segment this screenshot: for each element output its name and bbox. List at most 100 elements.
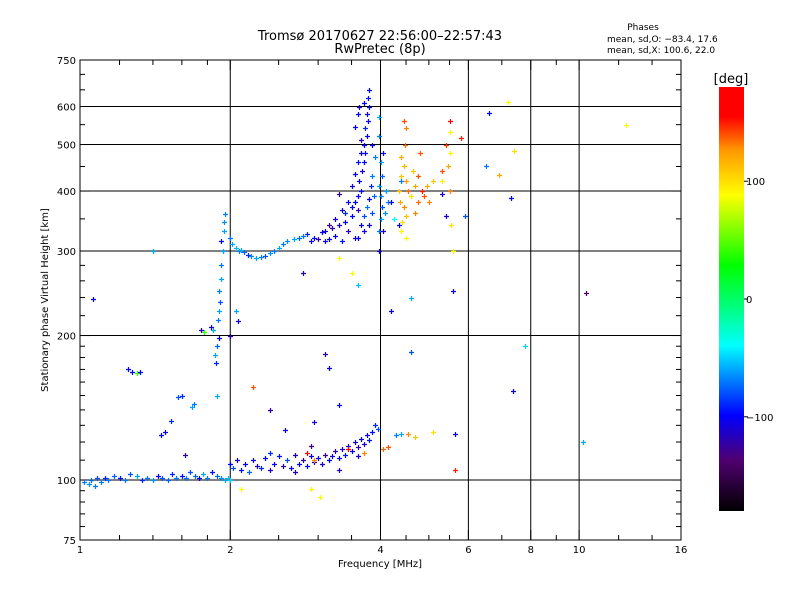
data-point (213, 353, 218, 358)
data-point (440, 179, 445, 184)
plot-frame (79, 59, 682, 541)
data-point (448, 119, 453, 124)
data-point (327, 458, 332, 463)
data-point (214, 361, 219, 366)
data-point (205, 476, 210, 481)
data-point (292, 237, 297, 242)
data-point (379, 194, 384, 199)
data-point (254, 256, 259, 261)
data-point (201, 472, 206, 477)
data-point (246, 253, 251, 258)
data-point (343, 211, 348, 216)
data-point (297, 462, 302, 467)
data-point (320, 230, 325, 235)
data-point (151, 249, 156, 254)
data-point (377, 134, 382, 139)
data-point (219, 476, 224, 481)
data-point (277, 454, 282, 459)
data-point (509, 196, 514, 201)
data-point (399, 179, 404, 184)
y-tick-label: 500 (57, 141, 76, 152)
data-point (377, 115, 382, 120)
data-point (365, 433, 370, 438)
data-point (404, 214, 409, 219)
data-point (316, 456, 321, 461)
data-point (389, 200, 394, 205)
data-point (231, 466, 236, 471)
y-axis-label: Stationary phase Virtual Height [km] (40, 208, 51, 392)
data-point (215, 344, 220, 349)
data-point (379, 217, 384, 222)
data-point (91, 297, 96, 302)
data-point (357, 105, 362, 110)
data-point (453, 468, 458, 473)
data-point (219, 263, 224, 268)
data-point (327, 366, 332, 371)
data-point (202, 330, 207, 335)
data-point (402, 205, 407, 210)
chart-subtitle: RwPretec (8p) (334, 42, 425, 57)
x-tick-label: 4 (377, 545, 383, 556)
data-point (99, 480, 104, 485)
data-point (422, 194, 427, 199)
data-point (222, 229, 227, 234)
data-point (506, 100, 511, 105)
data-point (281, 464, 286, 469)
data-point (289, 466, 294, 471)
data-point (418, 151, 423, 156)
y-tick-label: 75 (63, 536, 76, 547)
data-point (135, 371, 140, 376)
data-point (297, 236, 302, 241)
data-point (343, 220, 348, 225)
data-point (323, 239, 328, 244)
data-point (359, 437, 364, 442)
data-point (431, 179, 436, 184)
data-point (197, 476, 202, 481)
data-point (312, 420, 317, 425)
data-point (363, 126, 368, 131)
data-point (337, 468, 342, 473)
data-point (362, 160, 367, 165)
data-point (228, 478, 233, 483)
data-point (370, 174, 375, 179)
data-point (362, 442, 367, 447)
data-point (444, 214, 449, 219)
data-point (333, 234, 338, 239)
data-point (399, 432, 404, 437)
data-point (301, 271, 306, 276)
data-point (356, 445, 361, 450)
data-point (251, 385, 256, 390)
data-point (343, 453, 348, 458)
data-point (397, 189, 402, 194)
data-point (263, 254, 268, 259)
data-point (222, 220, 227, 225)
data-point (199, 328, 204, 333)
data-point (379, 160, 384, 165)
data-point (409, 194, 414, 199)
data-point (367, 105, 372, 110)
data-point (346, 447, 351, 452)
data-point (380, 205, 385, 210)
data-point (239, 487, 244, 492)
data-point (103, 476, 108, 481)
data-point (118, 476, 123, 481)
data-point (130, 370, 135, 375)
data-point (170, 472, 175, 477)
data-point (451, 249, 456, 254)
data-point (444, 143, 449, 148)
data-point (373, 155, 378, 160)
colorbar-tick-label: −100 (746, 413, 773, 424)
data-point (356, 194, 361, 199)
data-point (397, 223, 402, 228)
data-point (236, 319, 241, 324)
data-point (235, 458, 240, 463)
data-point (362, 101, 367, 106)
data-point (217, 289, 222, 294)
data-point (268, 451, 273, 456)
data-point (340, 447, 345, 452)
data-point (180, 394, 185, 399)
data-point (350, 271, 355, 276)
data-point (309, 487, 314, 492)
data-point (234, 246, 239, 251)
data-point (337, 223, 342, 228)
